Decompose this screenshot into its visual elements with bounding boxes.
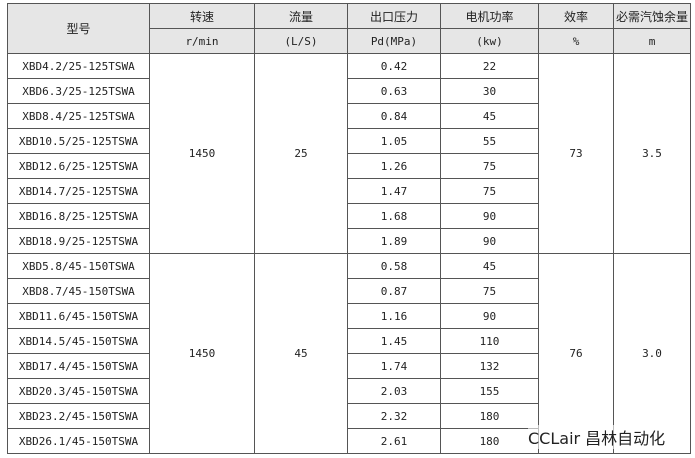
power-cell: 45 xyxy=(440,253,539,279)
model-cell: XBD12.6/25-125TSWA xyxy=(7,153,150,179)
header-efficiency: 效率 xyxy=(538,3,614,29)
pressure-cell: 1.74 xyxy=(347,353,441,379)
pressure-cell: 2.32 xyxy=(347,403,441,429)
table-row: XBD18.9/25-125TSWA 1.89 90 xyxy=(7,228,691,254)
model-cell: XBD6.3/25-125TSWA xyxy=(7,78,150,104)
table-row: XBD23.2/45-150TSWA 2.32 180 xyxy=(7,403,691,429)
unit-speed: r/min xyxy=(149,28,255,54)
model-cell: XBD5.8/45-150TSWA xyxy=(7,253,150,279)
table-row: XBD10.5/25-125TSWA 1.05 55 xyxy=(7,128,691,154)
model-cell: XBD17.4/45-150TSWA xyxy=(7,353,150,379)
pressure-cell: 2.61 xyxy=(347,428,441,454)
model-cell: XBD20.3/45-150TSWA xyxy=(7,378,150,404)
power-cell: 180 xyxy=(440,403,539,429)
model-cell: XBD14.7/25-125TSWA xyxy=(7,178,150,204)
units-row: r/min (L/S) Pd(MPa) (kw) % m xyxy=(8,28,691,54)
efficiency-cell: 73 xyxy=(538,53,614,254)
header-pressure: 出口压力 xyxy=(347,3,441,29)
header-row: 型号 转速 流量 出口压力 电机功率 效率 必需汽蚀余量 xyxy=(7,3,691,54)
power-cell: 155 xyxy=(440,378,539,404)
power-cell: 75 xyxy=(440,178,539,204)
model-cell: XBD26.1/45-150TSWA xyxy=(7,428,150,454)
header-speed: 转速 xyxy=(149,3,255,29)
table-row: XBD17.4/45-150TSWA 1.74 132 xyxy=(7,353,691,379)
flow-cell: 45 xyxy=(254,253,348,454)
pressure-cell: 0.42 xyxy=(347,53,441,79)
unit-efficiency: % xyxy=(538,28,614,54)
speed-cell: 1450 xyxy=(149,253,255,454)
power-cell: 55 xyxy=(440,128,539,154)
header-npsh: 必需汽蚀余量 xyxy=(613,3,691,29)
pressure-cell: 1.16 xyxy=(347,303,441,329)
power-cell: 180 xyxy=(440,428,539,454)
power-cell: 132 xyxy=(440,353,539,379)
model-cell: XBD10.5/25-125TSWA xyxy=(7,128,150,154)
power-cell: 30 xyxy=(440,78,539,104)
pressure-cell: 1.68 xyxy=(347,203,441,229)
power-cell: 75 xyxy=(440,153,539,179)
efficiency-cell: 76 xyxy=(538,253,614,454)
power-cell: 90 xyxy=(440,303,539,329)
model-cell: XBD4.2/25-125TSWA xyxy=(7,53,150,79)
model-cell: XBD16.8/25-125TSWA xyxy=(7,203,150,229)
pressure-cell: 0.87 xyxy=(347,278,441,304)
header-power: 电机功率 xyxy=(440,3,539,29)
model-cell: XBD11.6/45-150TSWA xyxy=(7,303,150,329)
table-row: XBD11.6/45-150TSWA 1.16 90 xyxy=(7,303,691,329)
power-cell: 90 xyxy=(440,228,539,254)
model-cell: XBD23.2/45-150TSWA xyxy=(7,403,150,429)
model-cell: XBD8.4/25-125TSWA xyxy=(7,103,150,129)
pressure-cell: 1.47 xyxy=(347,178,441,204)
npsh-cell: 3.0 xyxy=(613,253,691,454)
table-row: XBD4.2/25-125TSWA 1450 25 0.42 22 73 3.5 xyxy=(7,53,691,254)
watermark: CCLair 昌林自动化 xyxy=(528,425,666,449)
model-cell: XBD14.5/45-150TSWA xyxy=(7,328,150,354)
unit-npsh: m xyxy=(613,28,691,54)
unit-power: (kw) xyxy=(440,28,539,54)
model-cell: XBD8.7/45-150TSWA xyxy=(7,278,150,304)
power-cell: 75 xyxy=(440,278,539,304)
pressure-cell: 2.03 xyxy=(347,378,441,404)
table-row: XBD14.7/25-125TSWA 1.47 75 xyxy=(7,178,691,204)
pressure-cell: 1.05 xyxy=(347,128,441,154)
model-cell: XBD18.9/25-125TSWA xyxy=(7,228,150,254)
flow-cell: 25 xyxy=(254,53,348,254)
pressure-cell: 0.84 xyxy=(347,103,441,129)
speed-cell: 1450 xyxy=(149,53,255,254)
header-flow: 流量 xyxy=(254,3,348,29)
pressure-cell: 0.63 xyxy=(347,78,441,104)
table-row: XBD26.1/45-150TSWA 2.61 180 xyxy=(7,428,691,454)
unit-pressure: Pd(MPa) xyxy=(347,28,441,54)
header-model: 型号 xyxy=(7,3,150,54)
table-row: XBD5.8/45-150TSWA 1450 45 0.58 45 76 3.0 xyxy=(7,253,691,454)
power-cell: 110 xyxy=(440,328,539,354)
table-row: XBD6.3/25-125TSWA 0.63 30 xyxy=(7,78,691,104)
unit-flow: (L/S) xyxy=(254,28,348,54)
pressure-cell: 1.45 xyxy=(347,328,441,354)
table-row: XBD8.7/45-150TSWA 0.87 75 xyxy=(7,278,691,304)
pump-spec-table: 型号 转速 流量 出口压力 电机功率 效率 必需汽蚀余量 r/min (L/S)… xyxy=(7,3,691,454)
table-row: XBD14.5/45-150TSWA 1.45 110 xyxy=(7,328,691,354)
pressure-cell: 0.58 xyxy=(347,253,441,279)
pressure-cell: 1.89 xyxy=(347,228,441,254)
npsh-cell: 3.5 xyxy=(613,53,691,254)
power-cell: 45 xyxy=(440,103,539,129)
power-cell: 90 xyxy=(440,203,539,229)
power-cell: 22 xyxy=(440,53,539,79)
table-row: XBD12.6/25-125TSWA 1.26 75 xyxy=(7,153,691,179)
pressure-cell: 1.26 xyxy=(347,153,441,179)
